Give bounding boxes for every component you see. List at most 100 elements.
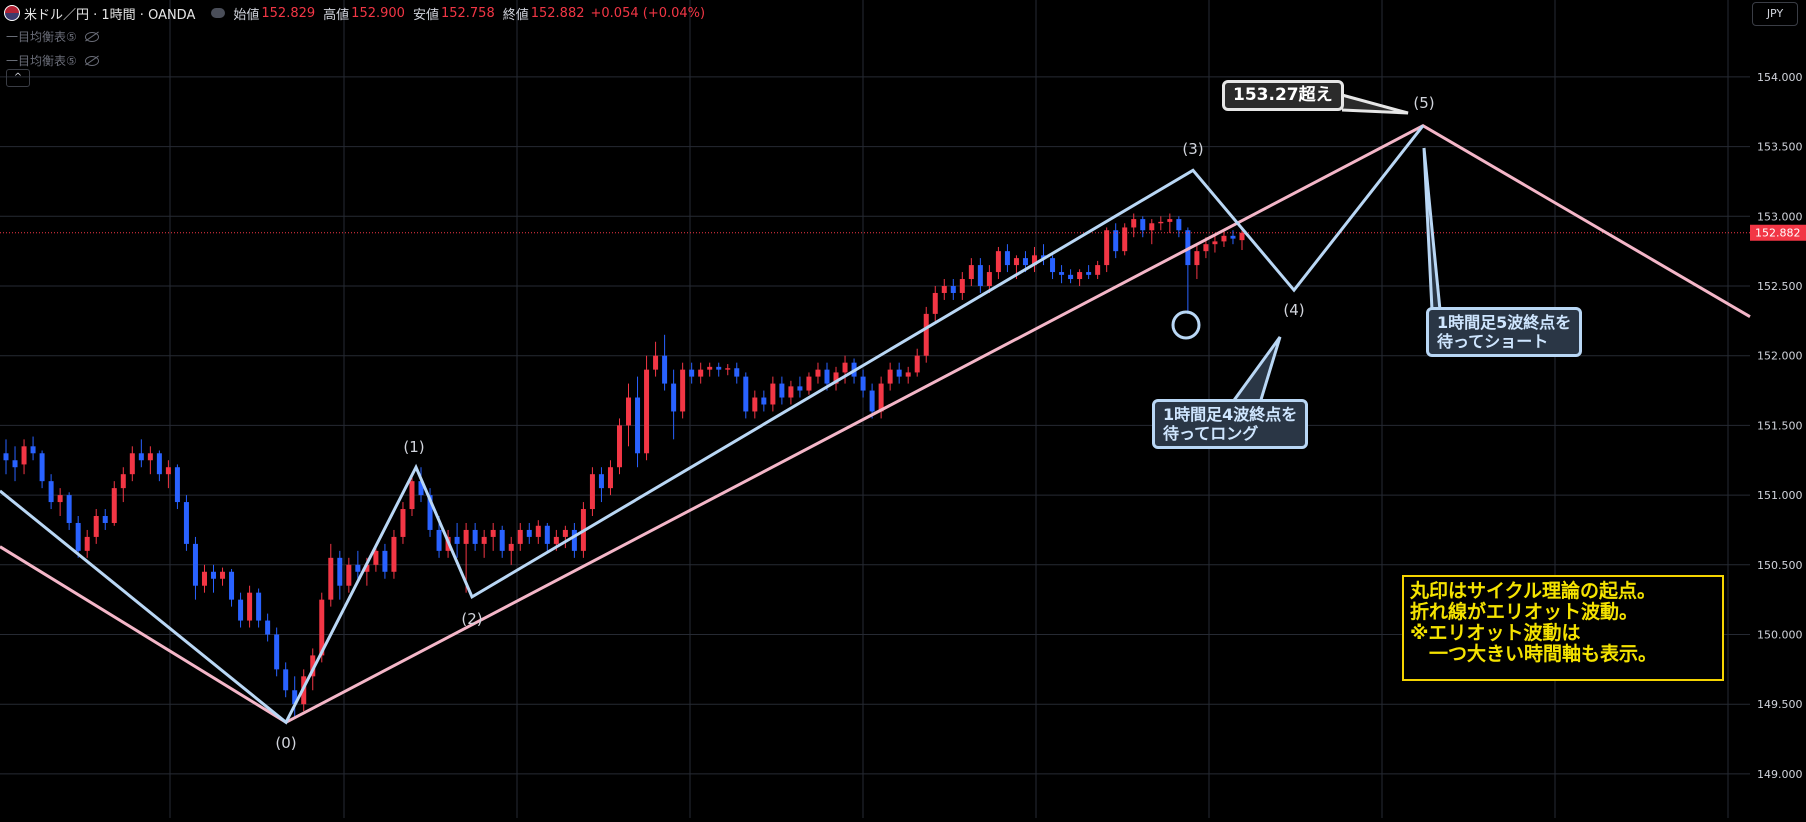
legend-note: 丸印はサイクル理論の起点。 折れ線がエリオット波動。 ※エリオット波動は 一つ大… (1402, 575, 1724, 681)
note-line: ※エリオット波動は (1410, 622, 1581, 644)
collapse-indicators-button[interactable]: ^ (6, 69, 30, 87)
candle-body (1013, 258, 1019, 266)
candle-body (1077, 272, 1083, 280)
candle-body (977, 265, 983, 286)
candle-body (1212, 241, 1218, 245)
candle-body (932, 292, 938, 314)
y-tick-label: 149.000 (1757, 768, 1803, 781)
candle-body (535, 525, 541, 537)
candle-body (1230, 235, 1236, 239)
hidden-eye-icon[interactable] (84, 55, 99, 66)
candle-body (102, 516, 108, 523)
candle-body (400, 509, 406, 537)
candle-body (626, 397, 632, 426)
candle-body (941, 286, 947, 293)
candle-body (75, 522, 81, 551)
candle-body (689, 369, 695, 377)
candle-body (84, 536, 90, 551)
candle-body (472, 529, 478, 544)
short-callout: 1時間足5波終点を 待ってショート (1426, 307, 1583, 357)
candle-body (905, 372, 911, 377)
indicator-label: 一目均衡表⑤ (6, 54, 77, 68)
candle-body (770, 383, 776, 405)
cycle-start-circle (1171, 310, 1201, 340)
candle-body (147, 453, 153, 461)
chart-header: 米ドル／円 · 1時間 · OANDA 始値 152.829 高値 152.90… (4, 3, 705, 23)
candle-body (743, 376, 749, 412)
candle-body (57, 495, 63, 503)
candle-body (517, 529, 523, 544)
candle-body (959, 279, 965, 293)
candle-body (896, 369, 902, 377)
candle-body (752, 397, 758, 412)
candle-body (788, 386, 794, 398)
candle-body (364, 564, 370, 572)
y-tick-label: 152.500 (1757, 280, 1803, 293)
candle-body (120, 474, 126, 489)
high-label: 高値 (323, 7, 350, 23)
open-label: 始値 (233, 7, 260, 23)
note-line: 折れ線がエリオット波動。 (1410, 601, 1639, 623)
long-callout: 1時間足4波終点を 待ってロング (1152, 399, 1309, 449)
candle-body (968, 265, 974, 280)
y-tick-label: 150.000 (1757, 629, 1803, 642)
candle-body (93, 516, 99, 537)
candle-body (653, 355, 659, 370)
candle-body (192, 543, 198, 586)
candle-body (1176, 219, 1182, 231)
candle-body (571, 529, 577, 551)
candle-body (1239, 232, 1245, 241)
usd-flag-icon (4, 5, 20, 21)
y-tick-label: 153.000 (1757, 210, 1803, 223)
candle-body (887, 369, 893, 384)
candle-body (1041, 255, 1047, 259)
candle-body (499, 529, 505, 551)
candle-body (1031, 255, 1037, 266)
candle-body (256, 592, 262, 621)
indicator-row[interactable]: 一目均衡表⑤ (6, 52, 99, 69)
candle-body (553, 536, 559, 544)
short-callout-line: 1時間足5波終点を (1437, 313, 1572, 332)
last-price-label: 152.882 (1755, 227, 1801, 240)
candle-body (1086, 272, 1092, 275)
currency-button[interactable]: JPY (1752, 2, 1798, 26)
candle-body (761, 397, 767, 405)
candle-body (30, 446, 36, 454)
candle-body (1194, 251, 1200, 266)
candle-body (463, 529, 469, 544)
candle-body (265, 620, 271, 635)
candle-body (607, 467, 613, 489)
hidden-eye-icon[interactable] (84, 31, 99, 42)
candle-body (725, 368, 731, 370)
candle-body (454, 536, 460, 544)
candle-body (238, 599, 244, 621)
long-callout-pointer (1230, 336, 1282, 404)
candle-body (1004, 251, 1010, 266)
candle-body (229, 571, 235, 600)
candle-body (671, 383, 677, 412)
long-callout-line: 1時間足4波終点を (1163, 405, 1298, 424)
market-status-icon (211, 8, 226, 18)
elliott-wave-line (0, 124, 1425, 725)
indicator-row[interactable]: 一目均衡表⑤ (6, 28, 99, 45)
candle-body (734, 368, 740, 377)
candle-body (833, 372, 839, 384)
candle-body (427, 495, 433, 530)
candle-body (824, 369, 830, 384)
candle-body (481, 536, 487, 544)
candle-body (598, 474, 604, 489)
candle-body (292, 690, 298, 705)
candle-body (562, 529, 568, 537)
candle-body (39, 453, 45, 482)
note-line: 丸印はサイクル理論の起点。 (1410, 580, 1657, 602)
candle-body (1122, 227, 1128, 252)
symbol-title[interactable]: 米ドル／円 · 1時間 · OANDA (24, 7, 196, 23)
short-callout-pointer (1422, 147, 1442, 311)
candle-body (995, 251, 1001, 273)
candle-body (1149, 223, 1155, 231)
candle-body (21, 446, 27, 465)
note-line: 一つ大きい時間軸も表示。 (1410, 643, 1658, 665)
long-callout-line: 待ってロング (1163, 424, 1259, 443)
